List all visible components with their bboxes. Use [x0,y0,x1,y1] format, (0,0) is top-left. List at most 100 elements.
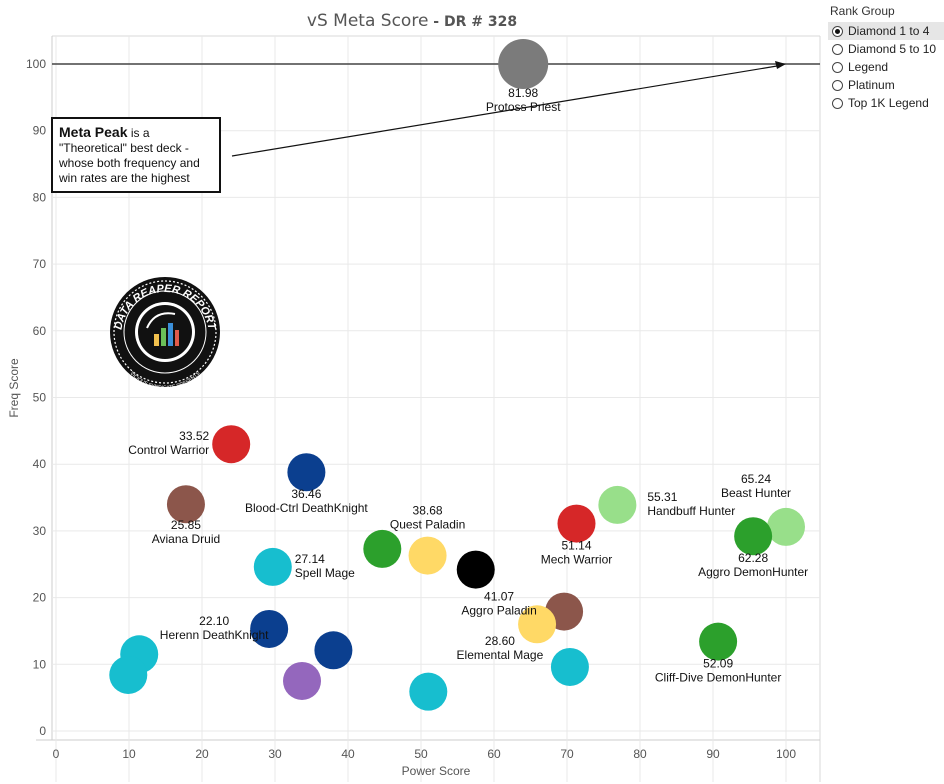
point-name-label: Cliff-Dive DemonHunter [655,671,782,685]
point-value-label: 65.24 [741,472,771,486]
radio-icon[interactable] [832,25,843,37]
point-value-label: 22.10 [199,614,229,628]
point-value-label: 52.09 [703,657,733,671]
x-tick-label: 70 [560,747,574,761]
point-value-label: 62.28 [738,551,768,565]
point-value-label: 41.07 [484,589,514,603]
legend-item-diamond-1-4[interactable]: Diamond 1 to 4 [828,22,944,40]
legend-item-diamond-5-10[interactable]: Diamond 5 to 10 [828,40,944,58]
radio-icon[interactable] [832,97,843,109]
point-name-label: Aggro DemonHunter [698,565,808,579]
y-tick-label: 70 [33,257,47,271]
point-name-label: Quest Paladin [390,518,465,532]
point-value-label: 81.98 [508,86,538,100]
x-tick-label: 80 [633,747,647,761]
y-tick-label: 80 [33,190,47,204]
point-value-label: 36.46 [291,487,321,501]
legend-title: Rank Group [830,4,895,18]
point-value-label: 51.14 [561,539,591,553]
point-name-label: Spell Mage [295,566,355,580]
point-name-label: Blood-Ctrl DeathKnight [245,501,368,515]
point-value-label: 27.14 [295,552,325,566]
data-point [287,453,326,492]
data-point [767,507,805,546]
point-name-label: Elemental Mage [457,648,544,662]
chart-title-sub: - DR # 328 [428,14,517,30]
annotation-highlight: Meta Peak [59,124,128,140]
y-tick-label: 100 [26,57,46,71]
legend-item-label: Legend [848,60,889,74]
annotation-text: is a "Theoretical" best deck - whose bot… [59,126,200,185]
arrow-head-icon [775,61,786,69]
data-point [250,609,289,648]
y-tick-label: 90 [33,124,47,138]
x-tick-label: 30 [268,747,282,761]
legend-item-top-1k-legend[interactable]: Top 1K Legend [828,94,944,112]
y-axis-title: Freq Score [7,358,21,418]
data-point [314,631,353,670]
x-tick-label: 0 [53,747,60,761]
rank-group-legend: Rank Group Diamond 1 to 4 Diamond 5 to 1… [828,4,944,112]
legend-item-platinum[interactable]: Platinum [828,76,944,94]
point-name-label: Protoss Priest [486,100,561,114]
x-tick-label: 40 [341,747,355,761]
point-name-label: Handbuff Hunter [647,504,735,518]
logo-bar-4 [175,330,179,346]
meta-peak-annotation: Meta Peak is a "Theoretical" best deck -… [51,117,221,193]
meta-peak-arrow [231,61,786,157]
y-tick-label: 40 [33,457,47,471]
legend-item-legend[interactable]: Legend [828,58,944,76]
y-tick-label: 30 [33,524,47,538]
data-point [699,622,738,661]
y-tick-label: 60 [33,324,47,338]
logo-bar-2 [161,328,166,346]
data-point [598,485,637,524]
data-point [498,39,549,89]
x-axis-title: Power Score [402,764,471,778]
data-point [518,605,557,644]
point-value-label: 28.60 [485,634,515,648]
x-tick-label: 50 [414,747,428,761]
data-reaper-logo: DATA REAPER REPORT VICIOUS SYNDICATE PRE… [110,277,220,391]
data-point [550,647,589,686]
legend-item-label: Top 1K Legend [848,96,929,110]
point-name-label: Herenn DeathKnight [160,628,269,642]
x-tick-label: 90 [706,747,720,761]
radio-icon[interactable] [832,43,843,55]
point-value-label: 55.31 [647,490,677,504]
x-tick-label: 20 [195,747,209,761]
legend-item-label: Diamond 1 to 4 [848,24,930,38]
logo-bar-1 [154,334,159,346]
data-point [166,485,205,524]
arrow-shaft [231,64,781,157]
data-point [408,536,447,575]
y-tick-label: 20 [33,591,47,605]
y-tick-label: 10 [33,657,47,671]
data-point [253,547,292,586]
legend-item-label: Diamond 5 to 10 [848,42,937,56]
data-point [456,550,495,589]
data-point [212,425,251,464]
data-points [109,39,805,711]
axis-ticks: 0 10 20 30 40 50 60 70 80 90 100 0 10 20 30 40 50 60 70 80 9… [26,57,796,761]
radio-icon[interactable] [832,79,843,91]
radio-icon[interactable] [832,61,843,73]
y-tick-label: 50 [33,391,47,405]
y-tick-label: 0 [39,724,46,738]
data-point [734,517,773,556]
legend-item-label: Platinum [848,78,895,92]
point-value-label: 33.52 [179,429,209,443]
chart-title-main: vS Meta Score [307,11,428,31]
x-tick-label: 100 [776,747,796,761]
data-point [409,672,448,711]
data-point [363,529,402,568]
x-tick-label: 10 [122,747,136,761]
chart-title: vS Meta Score - DR # 328 [307,11,517,31]
point-name-label: Mech Warrior [541,553,613,567]
logo-bar-3 [168,323,173,346]
data-point [109,655,148,694]
point-name-label: Beast Hunter [721,486,791,500]
point-name-label: Control Warrior [128,443,209,457]
